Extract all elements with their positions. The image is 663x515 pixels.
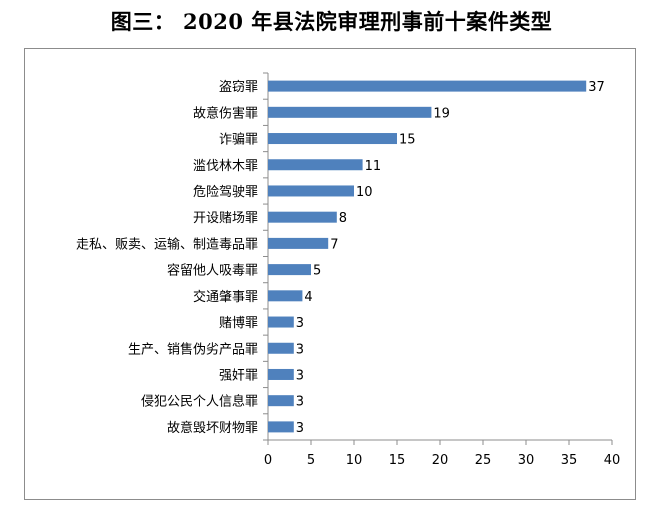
- bar: [268, 159, 363, 171]
- x-tick-label: 40: [604, 453, 621, 468]
- data-label: 8: [339, 211, 347, 226]
- bar: [268, 395, 294, 407]
- category-label: 滥伐林木罪: [193, 159, 258, 174]
- bar: [268, 421, 294, 433]
- category-label: 危险驾驶罪: [193, 185, 258, 200]
- bar: [268, 211, 337, 223]
- data-label: 11: [365, 159, 382, 174]
- data-label: 3: [296, 421, 304, 436]
- chart-title: 图三： 2020 年县法院审理刑事前十案件类型: [110, 9, 553, 34]
- data-label: 3: [296, 316, 304, 331]
- x-tick-label: 20: [432, 453, 449, 468]
- bar: [268, 368, 294, 380]
- data-label: 5: [313, 264, 321, 279]
- data-label: 19: [433, 106, 450, 121]
- x-tick-label: 10: [346, 453, 363, 468]
- x-tick-label: 25: [475, 453, 492, 468]
- chart-frame: [24, 48, 636, 500]
- data-label: 3: [296, 368, 304, 383]
- category-label: 诈骗罪: [219, 133, 258, 148]
- x-tick-label: 5: [307, 453, 315, 468]
- x-tick-label: 0: [264, 453, 272, 468]
- x-tick-label: 35: [561, 453, 578, 468]
- bar: [268, 133, 397, 145]
- category-label: 侵犯公民个人信息罪: [141, 394, 258, 410]
- bar: [268, 80, 587, 92]
- data-label: 3: [296, 342, 304, 357]
- bar: [268, 237, 329, 249]
- category-label: 走私、贩卖、运输、制造毒品罪: [76, 236, 258, 252]
- bar: [268, 185, 354, 197]
- category-label: 故意伤害罪: [193, 105, 258, 121]
- bar: [268, 106, 432, 118]
- data-label: 3: [296, 395, 304, 410]
- bar: [268, 290, 303, 302]
- category-label: 故意毁坏财物罪: [167, 420, 258, 436]
- bar: [268, 342, 294, 354]
- category-label: 开设赌场罪: [193, 211, 258, 226]
- category-label: 赌博罪: [219, 316, 258, 331]
- category-label: 生产、销售伪劣产品罪: [128, 341, 258, 357]
- data-label: 4: [304, 290, 312, 305]
- category-label: 盗窃罪: [219, 79, 258, 95]
- category-label: 交通肇事罪: [193, 289, 258, 305]
- data-label: 10: [356, 185, 373, 200]
- category-label: 容留他人吸毒罪: [167, 263, 258, 279]
- data-label: 7: [330, 237, 338, 252]
- data-label: 15: [399, 133, 416, 148]
- bar: [268, 264, 311, 276]
- x-tick-label: 15: [389, 453, 406, 468]
- x-tick-label: 30: [518, 453, 535, 468]
- category-label: 强奸罪: [219, 368, 258, 383]
- bar: [268, 316, 294, 328]
- data-label: 37: [588, 80, 605, 95]
